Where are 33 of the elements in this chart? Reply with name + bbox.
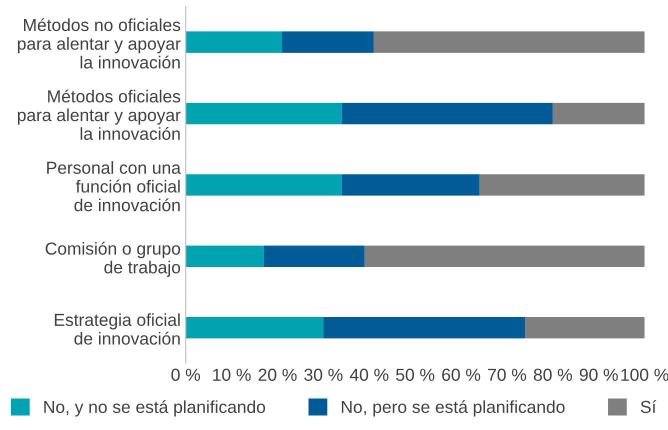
bar: [282, 31, 374, 53]
bar: [479, 174, 645, 196]
x-tick-label: 60 %: [442, 368, 480, 381]
x-tick-label: 40 %: [350, 368, 388, 381]
y-tick-label: Estrategia oficial de innovación: [54, 313, 180, 345]
bar: [364, 246, 645, 267]
y-tick-label: Comisión o grupo de trabajo: [46, 242, 180, 277]
x-tick-label: 10 %: [213, 368, 251, 381]
bar: [374, 31, 645, 53]
bar: [186, 246, 264, 267]
x-tick-label: 90 %: [580, 368, 618, 381]
x-tick-label: 80 %: [534, 368, 572, 381]
bar: [342, 174, 480, 196]
bar: [323, 316, 526, 338]
y-tick-label: Métodos no oficiales para alentar y apoyar la innovación: [18, 18, 181, 69]
bar: [264, 246, 365, 267]
x-tick-label: 20 %: [258, 368, 297, 381]
legend-label: No, pero se está planificando: [342, 400, 565, 417]
bar: [186, 31, 282, 53]
bar: [525, 316, 645, 338]
legend-label: No, y no se está planificando: [44, 400, 266, 417]
x-tick-label: 30 %: [304, 368, 343, 381]
bar: [186, 174, 342, 196]
bar: [552, 102, 645, 124]
bar: [342, 102, 553, 124]
legend-label: Sí: [640, 400, 656, 414]
y-tick-label: Métodos oficiales para alentar y apoyar la innovación: [18, 90, 181, 140]
bar: [186, 316, 324, 338]
y-tick-label: Personal con una función oficial de innovación: [47, 161, 181, 212]
bar: [186, 102, 342, 124]
x-tick-label: 0 %: [171, 368, 200, 381]
x-tick-label: 50 %: [396, 368, 434, 381]
x-tick-label: 70 %: [488, 368, 526, 381]
